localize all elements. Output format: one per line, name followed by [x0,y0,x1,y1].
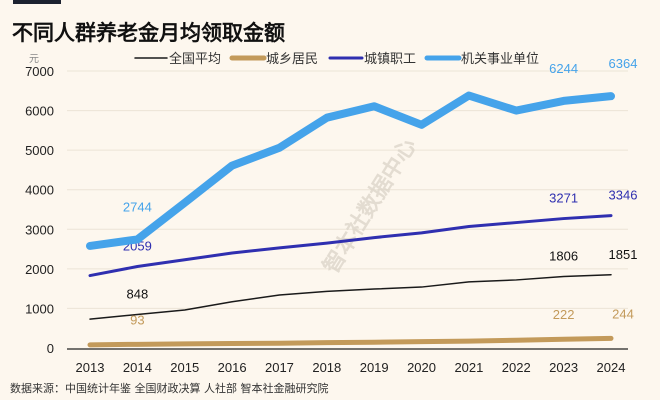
legend-label: 机关事业单位 [461,52,539,67]
data-label: 93 [130,312,144,327]
x-tick-label: 2024 [597,360,626,375]
series-line [86,91,615,250]
y-tick-label: 1000 [25,301,54,316]
y-tick-label: 7000 [25,64,54,79]
x-tick-label: 2018 [312,360,341,375]
x-tick-label: 2014 [123,360,152,375]
chart-title: 不同人群养老金月均领取金额 [12,21,285,45]
data-label: 222 [553,307,575,322]
y-tick-label: 6000 [25,104,54,119]
data-label: 1806 [549,249,578,264]
x-tick-label: 2016 [218,360,247,375]
data-label: 2744 [123,199,152,214]
data-label: 848 [127,286,149,301]
series-line [87,335,614,348]
y-axis-unit: 元 [29,54,39,65]
legend-label: 全国平均 [169,51,221,67]
data-label: 244 [612,306,634,321]
data-label: 1851 [609,247,638,262]
data-label: 6364 [609,56,638,71]
x-tick-label: 2015 [170,360,199,375]
data-label: 3271 [549,191,578,206]
x-tick-label: 2021 [454,360,483,375]
series-line [89,274,612,320]
data-label: 6244 [549,61,578,76]
x-tick-label: 2022 [502,360,531,375]
header-tab-decoration [13,0,61,4]
source-note: 数据来源：中国统计年鉴 全国财政决算 人社部 智本社金融研究院 [10,382,329,395]
y-tick-label: 2000 [25,262,54,277]
y-tick-label: 5000 [25,143,54,158]
legend-label: 城乡居民 [266,52,318,67]
x-tick-label: 2023 [549,360,578,375]
x-tick-label: 2017 [265,360,294,375]
x-tick-label: 2013 [76,360,105,375]
watermark: 智本社数据中心 [318,134,422,278]
x-tick-label: 2019 [360,360,389,375]
y-tick-label: 4000 [25,183,54,198]
series-line [88,214,613,278]
x-tick-label: 2020 [407,360,436,375]
data-label: 3346 [609,188,638,203]
y-tick-label: 0 [47,341,54,356]
legend-label: 城镇职工 [364,52,416,67]
y-tick-label: 3000 [25,222,54,237]
